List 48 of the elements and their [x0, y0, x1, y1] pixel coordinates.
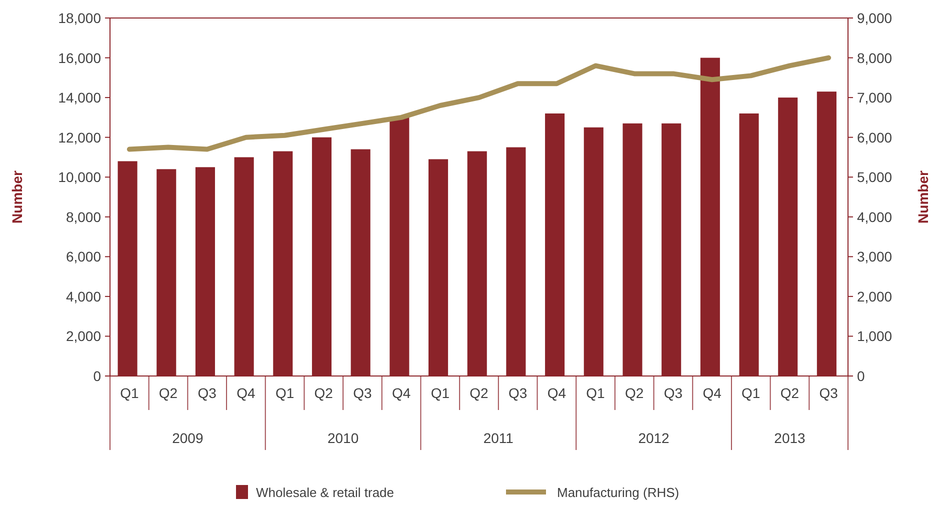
- x-tick-label: Q2: [314, 385, 334, 401]
- x-tick-label: Q2: [470, 385, 489, 401]
- y2-tick-label: 0: [857, 368, 865, 384]
- y-axis-title: Number: [9, 170, 25, 224]
- x-tick-label: Q3: [198, 385, 217, 401]
- y-tick-label: 4,000: [66, 288, 102, 304]
- text: 2011: [483, 430, 514, 446]
- x-tick-label: Q3: [664, 385, 683, 401]
- x-tick-label: Q1: [120, 385, 139, 401]
- x-tick-label: Q3: [819, 385, 838, 401]
- y-tick-label: 10,000: [58, 169, 102, 186]
- y-tick-label: 8,000: [66, 208, 102, 225]
- y-tick-label: 16,000: [58, 50, 102, 66]
- y-tick-label: 0: [93, 368, 102, 384]
- text: 2009: [172, 430, 204, 446]
- x-tick-label: Q2: [625, 385, 644, 401]
- y-tick-label: 18,000: [58, 10, 102, 26]
- x-tick-label: Q3: [353, 385, 372, 401]
- text: 2013: [774, 430, 806, 446]
- y-tick-label: 6,000: [66, 248, 102, 265]
- y2-tick-label: 4,000: [857, 208, 892, 225]
- y-tick-label: 2,000: [66, 328, 102, 344]
- y2-tick-label: 8,000: [857, 50, 892, 66]
- text: 2010: [327, 430, 359, 446]
- x-tick-label: Q4: [392, 385, 411, 401]
- legend-label: Wholesale & retail trade: [256, 485, 394, 500]
- x-tick-label: Q2: [780, 385, 800, 401]
- x-tick-label: Q2: [158, 385, 178, 401]
- x-tick-label: Q4: [236, 385, 256, 401]
- x-tick-label: Q4: [547, 385, 566, 401]
- x-tick-label: Q3: [508, 385, 528, 401]
- y-tick-label: 12,000: [58, 129, 102, 146]
- text: 2012: [638, 430, 670, 446]
- x-tick-label: Q1: [586, 385, 606, 401]
- y2-tick-label: 7,000: [857, 90, 892, 106]
- y2-tick-label: 6,000: [857, 129, 892, 146]
- x-tick-label: Q1: [742, 385, 760, 401]
- y-tick-label: 14,000: [58, 90, 102, 106]
- y2-tick-label: 3,000: [857, 248, 892, 265]
- x-tick-label: Q1: [430, 385, 450, 401]
- y2-tick-label: 9,000: [857, 10, 892, 26]
- x-tick-label: Q4: [702, 385, 722, 401]
- y2-axis-title: Number: [915, 170, 931, 224]
- legend-label: Manufacturing (RHS): [557, 485, 680, 500]
- y2-tick-label: 5,000: [857, 169, 892, 186]
- y2-tick-label: 2,000: [857, 288, 892, 304]
- y2-tick-label: 1,000: [857, 328, 892, 344]
- x-tick-label: Q1: [275, 385, 294, 401]
